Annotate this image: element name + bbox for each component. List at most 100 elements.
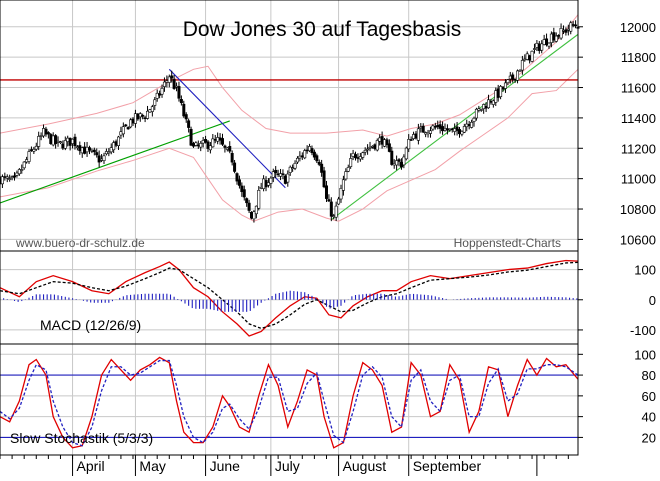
candle-body bbox=[308, 146, 312, 152]
candle-body bbox=[75, 146, 79, 149]
candle-body bbox=[419, 126, 423, 129]
candle-body bbox=[489, 101, 493, 103]
candle-body bbox=[37, 136, 41, 147]
macd-macd-line bbox=[0, 259, 579, 337]
candle-body bbox=[117, 136, 121, 146]
candle-body bbox=[165, 80, 169, 83]
candle-body bbox=[237, 179, 241, 186]
candle-body bbox=[339, 188, 343, 200]
candle-body bbox=[559, 28, 563, 39]
candle-body bbox=[104, 151, 108, 155]
candle-body bbox=[363, 149, 367, 153]
candle-body bbox=[126, 127, 130, 130]
candle-body bbox=[315, 155, 319, 162]
candle-body bbox=[380, 136, 384, 145]
candle-body bbox=[175, 85, 179, 88]
candle-body bbox=[42, 128, 46, 137]
candle-body bbox=[494, 90, 498, 103]
candle-body bbox=[172, 79, 176, 89]
candle-body bbox=[71, 138, 75, 144]
candle-body bbox=[455, 126, 459, 131]
stochastic-label: Slow Stochastik (5/3/3) bbox=[10, 430, 153, 446]
candle-body bbox=[167, 76, 171, 83]
candle-body bbox=[257, 189, 261, 209]
candle-body bbox=[361, 152, 365, 158]
candle-body bbox=[324, 185, 328, 199]
candle-body bbox=[100, 158, 104, 161]
candle-body bbox=[525, 53, 529, 60]
candle-body bbox=[320, 163, 324, 173]
candle-body bbox=[206, 141, 210, 149]
candle-body bbox=[250, 211, 254, 219]
candle-body bbox=[414, 133, 418, 139]
candle-body bbox=[187, 120, 191, 128]
candle-body bbox=[312, 151, 316, 158]
candle-body bbox=[535, 43, 539, 48]
candle-body bbox=[404, 147, 408, 160]
candle-body bbox=[283, 175, 287, 184]
stochastic-d-line bbox=[0, 359, 579, 447]
candle-body bbox=[508, 75, 512, 80]
candle-body bbox=[291, 167, 295, 169]
candle-body bbox=[85, 146, 89, 153]
candle-body bbox=[68, 137, 72, 146]
candle-body bbox=[399, 161, 403, 168]
candle-body bbox=[477, 108, 481, 111]
candle-body bbox=[392, 163, 396, 166]
candle-body bbox=[39, 135, 43, 137]
candle-body bbox=[542, 39, 546, 45]
candle-body bbox=[276, 173, 280, 176]
candle-body bbox=[199, 143, 203, 148]
x-tick-label: August bbox=[343, 458, 387, 474]
candle-body bbox=[204, 139, 208, 143]
candle-body bbox=[341, 179, 345, 191]
candle-body bbox=[240, 185, 244, 193]
candle-body bbox=[460, 131, 464, 135]
candle-body bbox=[155, 92, 159, 99]
candle-body bbox=[112, 142, 116, 151]
candle-body bbox=[566, 28, 570, 31]
candle-body bbox=[262, 178, 266, 189]
candle-body bbox=[194, 142, 198, 146]
candle-body bbox=[20, 169, 24, 171]
candle-body bbox=[358, 156, 362, 160]
candle-body bbox=[545, 38, 549, 46]
candle-body bbox=[211, 138, 215, 148]
candle-body bbox=[547, 42, 551, 47]
candle-body bbox=[472, 117, 476, 122]
candle-body bbox=[56, 140, 60, 143]
candle-body bbox=[220, 138, 224, 145]
candle-body bbox=[83, 146, 87, 154]
candle-body bbox=[46, 132, 50, 135]
candle-body bbox=[368, 146, 372, 149]
candle-body bbox=[160, 88, 164, 95]
candle-body bbox=[569, 22, 573, 32]
candle-body bbox=[520, 60, 524, 71]
candle-body bbox=[201, 140, 205, 144]
candle-body bbox=[182, 103, 186, 117]
candle-body bbox=[561, 29, 565, 32]
candle-body bbox=[378, 137, 382, 142]
candle-body bbox=[162, 81, 166, 87]
candle-body bbox=[121, 126, 125, 135]
candle-body bbox=[530, 50, 534, 62]
candle-body bbox=[92, 149, 96, 153]
candle-body bbox=[390, 150, 394, 165]
candle-body bbox=[462, 126, 466, 133]
candle-body bbox=[3, 176, 7, 178]
x-tick-label: July bbox=[275, 458, 300, 474]
y-tick-label: 60 bbox=[642, 389, 656, 404]
candle-body bbox=[184, 114, 188, 120]
candle-body bbox=[574, 24, 578, 27]
candle-body bbox=[450, 128, 454, 131]
candle-body bbox=[491, 100, 495, 105]
candle-body bbox=[5, 176, 9, 179]
candle-body bbox=[443, 128, 447, 131]
candle-body bbox=[247, 202, 251, 211]
candle-body bbox=[13, 175, 17, 178]
watermark-right: Hoppenstedt-Charts bbox=[454, 236, 561, 250]
candle-body bbox=[225, 147, 229, 150]
candle-body bbox=[208, 145, 212, 151]
candle-body bbox=[131, 118, 135, 124]
